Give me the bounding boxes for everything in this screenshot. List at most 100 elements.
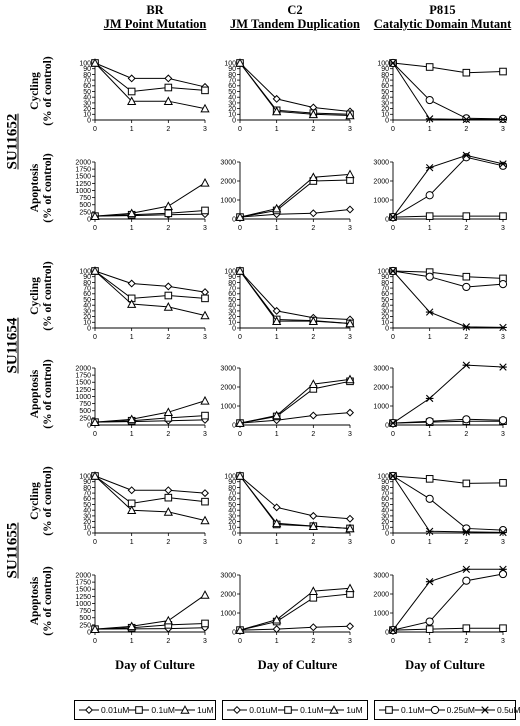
y-tick-label: 10 bbox=[83, 112, 91, 119]
x-tick-label: 0 bbox=[391, 225, 395, 232]
series-line bbox=[94, 62, 206, 93]
x-tick-label: 0 bbox=[238, 126, 242, 133]
star-marker-icon bbox=[474, 706, 495, 714]
data-point-triangle bbox=[272, 410, 282, 420]
data-point-square bbox=[425, 475, 434, 483]
x-tick-label: 0 bbox=[238, 638, 242, 645]
y-tick-label: 500 bbox=[79, 408, 91, 415]
y-tick-label: 750 bbox=[79, 401, 91, 408]
data-point-star bbox=[462, 151, 471, 160]
x-tick-label: 0 bbox=[238, 225, 242, 232]
data-point-diamond bbox=[309, 511, 318, 520]
series-square bbox=[389, 59, 507, 77]
x-tick-label: 1 bbox=[428, 638, 432, 645]
data-point-star bbox=[462, 528, 471, 536]
legend-c2: 0.01uM 0.1uM 1uM bbox=[222, 700, 368, 720]
x-axis-label-p815: Day of Culture bbox=[405, 658, 485, 672]
x-tick-label: 1 bbox=[275, 334, 279, 341]
data-point-diamond bbox=[272, 503, 281, 512]
data-point-square bbox=[462, 479, 471, 488]
data-point-square bbox=[164, 83, 173, 92]
series-line bbox=[239, 587, 351, 631]
series-line bbox=[392, 270, 504, 328]
y-tick-label: 250 bbox=[79, 415, 91, 422]
series-line bbox=[239, 62, 351, 116]
data-point-diamond bbox=[309, 623, 318, 632]
axis-lines bbox=[392, 575, 503, 633]
y-tick-label: 50 bbox=[381, 89, 389, 96]
x-tick-label: 0 bbox=[93, 539, 97, 546]
y-tick-label: 100 bbox=[224, 473, 236, 480]
data-point-star bbox=[462, 115, 471, 124]
series-square bbox=[389, 267, 507, 283]
y-tick-label: 30 bbox=[381, 100, 389, 107]
data-point-circle bbox=[462, 282, 471, 292]
y-tick-label: 40 bbox=[83, 508, 91, 515]
data-point-star bbox=[389, 267, 397, 275]
x-tick-label: 2 bbox=[464, 225, 468, 232]
y-tick-label: 100 bbox=[79, 473, 91, 480]
data-point-triangle bbox=[308, 172, 318, 181]
column-header-br: BR JM Point Mutation bbox=[90, 3, 220, 31]
y-tick-label: 90 bbox=[381, 274, 389, 281]
data-point-triangle bbox=[308, 109, 318, 119]
legend-label: 0.25uM bbox=[446, 705, 475, 715]
x-tick-label: 1 bbox=[428, 539, 432, 546]
y-tick-label: 60 bbox=[381, 291, 389, 298]
series-square bbox=[236, 472, 354, 533]
y-tick-label: 30 bbox=[381, 513, 389, 520]
data-point-triangle bbox=[235, 266, 245, 275]
data-point-triangle bbox=[345, 583, 355, 593]
column-title: C2 bbox=[287, 3, 303, 17]
data-point-triangle bbox=[200, 515, 210, 525]
data-point-star bbox=[389, 472, 397, 480]
column-header-p815: P815 Catalytic Domain Mutant bbox=[370, 3, 515, 31]
data-point-star bbox=[425, 308, 434, 316]
series-line bbox=[239, 475, 351, 529]
diamond-marker-icon bbox=[227, 705, 248, 715]
series-line bbox=[94, 475, 206, 521]
legend-item-star: 0.5uM bbox=[474, 705, 520, 715]
x-tick-label: 1 bbox=[275, 638, 279, 645]
y-tick-label: 80 bbox=[228, 280, 236, 287]
x-tick-label: 3 bbox=[501, 539, 505, 546]
data-point-triangle bbox=[345, 374, 355, 384]
y-tick-label: 20 bbox=[228, 106, 236, 113]
y-tick-label: 50 bbox=[228, 297, 236, 304]
data-point-square bbox=[499, 479, 507, 487]
x-tick-label: 0 bbox=[391, 334, 395, 341]
data-point-square bbox=[127, 87, 136, 96]
y-tick-label: 10 bbox=[228, 320, 236, 327]
y-tick-label: 10 bbox=[83, 525, 91, 532]
series-square bbox=[236, 59, 354, 119]
data-point-circle bbox=[498, 416, 508, 425]
y-tick-label: 10 bbox=[381, 112, 389, 119]
triangle-marker-icon bbox=[324, 705, 345, 714]
data-point-triangle bbox=[272, 518, 282, 528]
data-point-triangle bbox=[200, 103, 210, 113]
data-point-triangle bbox=[272, 203, 282, 213]
series-triangle bbox=[235, 374, 355, 427]
x-tick-label: 1 bbox=[428, 431, 432, 438]
data-point-diamond bbox=[345, 408, 355, 417]
y-tick-label: 50 bbox=[83, 297, 91, 304]
chart-su11654-c2-apoptosis: 0 1000 2000 3000 0 1 2 3 bbox=[220, 365, 355, 438]
series-line bbox=[392, 156, 504, 218]
legend-marker-diamond bbox=[84, 705, 94, 715]
data-point-square bbox=[499, 212, 507, 220]
series-circle bbox=[388, 153, 508, 222]
y-tick-label: 30 bbox=[228, 513, 236, 520]
data-point-triangle bbox=[308, 521, 318, 530]
data-point-square bbox=[462, 272, 471, 281]
series-triangle bbox=[235, 169, 355, 221]
series-line bbox=[239, 209, 351, 218]
data-point-star bbox=[389, 419, 397, 427]
axis-lines bbox=[239, 162, 350, 220]
y-tick-label: 1250 bbox=[75, 181, 91, 188]
x-tick-label: 0 bbox=[238, 334, 242, 341]
data-point-triangle bbox=[235, 625, 245, 634]
y-tick-label: 0 bbox=[385, 629, 389, 636]
data-point-diamond bbox=[309, 411, 318, 420]
y-tick-label: 50 bbox=[228, 502, 236, 509]
